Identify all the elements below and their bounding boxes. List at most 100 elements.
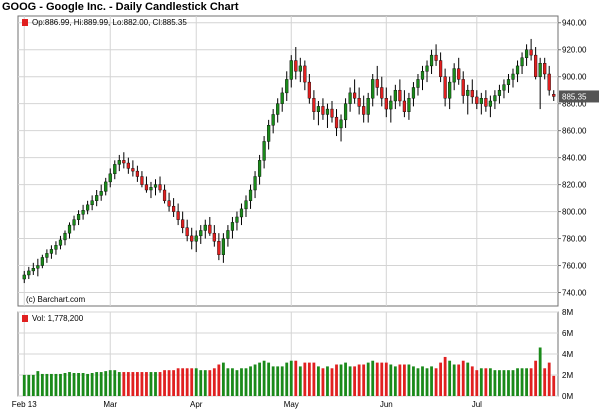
candle-body [389,100,393,110]
candle-body [31,268,35,272]
candle-body [416,79,420,88]
volume-bar [50,373,53,396]
volume-bar [40,373,44,396]
candle-body [81,210,85,215]
price-tick-label: 900.00 [562,73,587,82]
volume-tick-label: 8M [562,308,573,317]
candle-body [153,184,158,188]
volume-bar [59,373,62,396]
volume-bar [448,360,452,396]
candle-body [488,100,492,107]
price-tick-label: 800.00 [562,208,587,217]
candle-body [99,191,103,196]
volume-bar [217,364,221,396]
candle-body [438,60,443,77]
candle-body [158,184,162,191]
volume-bar [326,366,329,396]
candle-body [339,119,343,129]
volume-bar [244,368,248,396]
volume-bar [547,362,551,396]
volume-bar [27,374,31,396]
candle-body [244,200,248,210]
date-tick-label: Feb 13 [12,400,37,409]
grid-lines [18,16,561,397]
candle-body [122,160,126,164]
price-axis-labels: 940.00 920.00 900.00 880.00 860.00 840.00 820.… [562,19,587,298]
candle-body [27,270,31,276]
date-tick-label: May [284,400,299,409]
candle-body [357,98,361,107]
last-price-text: 885.35 [562,92,587,101]
price-tick-label: 740.00 [562,289,587,298]
price-tick-label: 860.00 [562,127,587,136]
date-tick-label: Apr [190,400,203,409]
price-legend-text: Op:886.99, Hi:889.99, Lo:882.00, Cl:885.… [32,18,187,27]
candle-body [171,205,176,212]
volume-bar [443,356,447,396]
candle-body [144,184,149,191]
candle-body [221,238,225,255]
volume-bar [45,373,49,396]
candle-body [552,94,556,97]
candle-body [538,63,542,77]
volume-bar [538,347,542,396]
volume-bar [212,368,216,396]
volume-bar [412,366,415,396]
volume-bar [145,372,148,396]
candle-body [443,76,447,99]
candle-body [113,164,117,175]
volume-bar [529,368,533,396]
volume-bar [181,368,185,396]
candle-body [239,208,244,218]
candle-body [181,219,185,228]
volume-bars [22,347,556,396]
volume-bar [235,370,239,396]
volume-bar [457,364,461,396]
volume-bar [86,373,90,396]
volume-bar [240,368,243,396]
volume-bar [344,362,347,396]
volume-bar [303,362,307,396]
volume-bar [335,364,338,396]
volume-bar [31,374,35,396]
candle-body [54,245,58,250]
candle-body [411,87,416,99]
volume-bar [221,362,225,396]
candle-body [126,162,130,169]
candle-body [307,81,311,99]
price-panel-frame [17,15,559,307]
candle-body [321,106,325,115]
last-price-marker: 885.35 [559,90,599,103]
candle-body [470,89,474,98]
price-tick-label: 920.00 [562,46,587,55]
volume-bar [163,370,166,396]
volume-bar [380,362,384,396]
candle-body [448,81,452,99]
volume-bar [430,366,433,396]
volume-bar [99,372,103,396]
candle-body [149,187,153,191]
price-tick-label: 940.00 [562,19,587,28]
volume-bar [63,373,67,396]
volume-bar [117,372,121,396]
volume-bar [158,372,162,396]
candle-body [267,125,271,142]
candle-body [366,98,370,115]
volume-bar [366,362,370,396]
candle-body [461,79,465,96]
volume-bar [185,368,189,396]
candle-body [425,65,429,72]
candle-body [217,241,221,255]
price-tick-label: 780.00 [562,235,587,244]
volume-tick-label: 6M [562,329,573,338]
candle-body [362,106,366,115]
volume-bar [543,368,547,396]
candle-body [330,108,334,118]
volume-bar [425,368,429,396]
volume-bar [226,368,230,396]
volume-bar [452,364,456,396]
price-legend-swatch [22,19,28,26]
volume-bar [126,372,130,396]
volume-bar [289,360,293,396]
